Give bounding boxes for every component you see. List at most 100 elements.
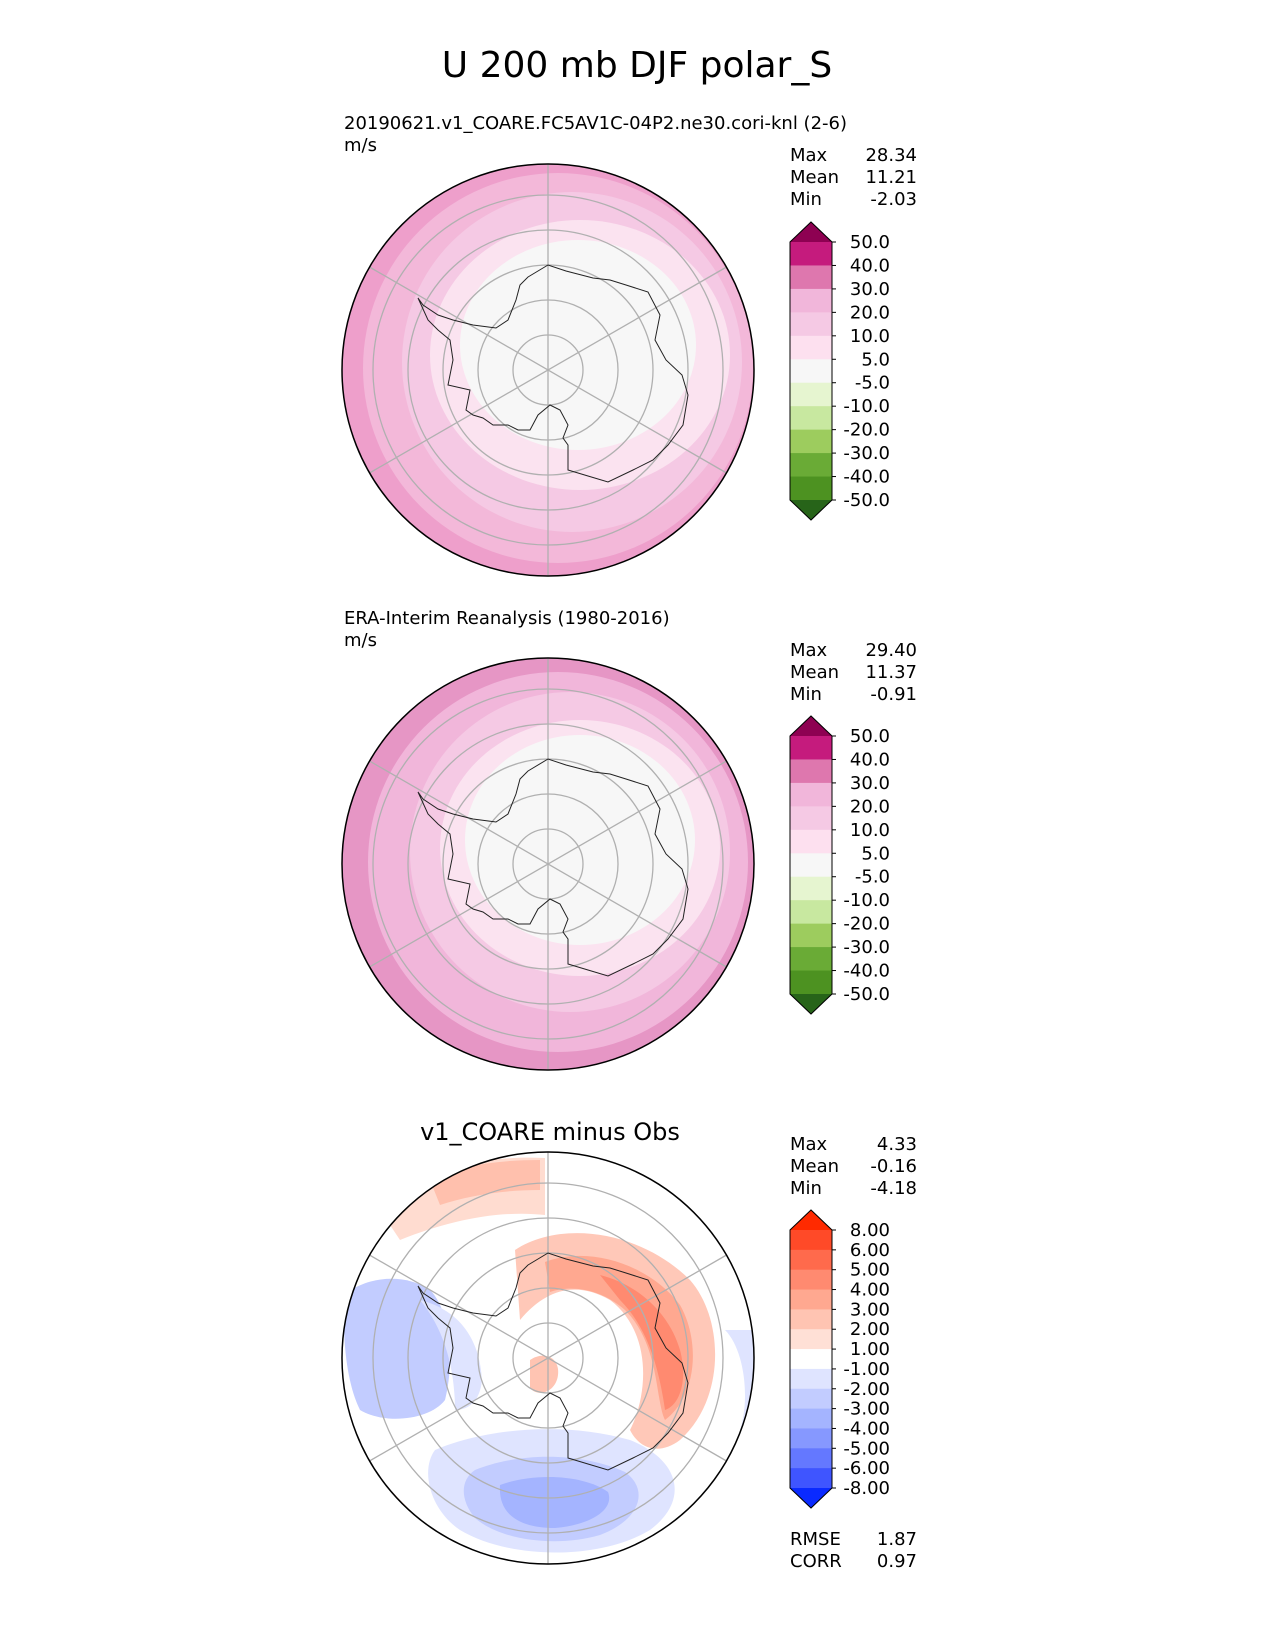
colorbar-tick-label: 3.00 bbox=[850, 1299, 890, 1320]
stat-value: -0.91 bbox=[870, 684, 917, 705]
colorbar-tick-label: -40.0 bbox=[843, 961, 890, 982]
colorbar-segment bbox=[790, 1309, 832, 1330]
grid-lines-2 bbox=[365, 658, 731, 1070]
colorbar-tick-label: 40.0 bbox=[850, 749, 890, 770]
colorbar-segment bbox=[790, 1249, 832, 1271]
stats-1: Max 28.34 Mean 11.21 Min -2.03 bbox=[790, 145, 917, 210]
colorbar-segment bbox=[790, 1468, 832, 1489]
panel-3-title: v1_COARE minus Obs bbox=[420, 1118, 680, 1146]
stats-3: Max 4.33 Mean -0.16 Min -4.18 bbox=[790, 1134, 917, 1199]
colorbar-segment bbox=[790, 359, 832, 384]
colorbar-segment bbox=[790, 1368, 832, 1390]
panel-2-units: m/s bbox=[344, 630, 377, 651]
metrics-3: RMSE 1.87 CORR 0.97 bbox=[790, 1529, 917, 1572]
stat-label: Min bbox=[790, 189, 822, 210]
map-border-3 bbox=[341, 1151, 755, 1565]
panel-1-title: 20190621.v1_COARE.FC5AV1C-04P2.ne30.cori… bbox=[344, 113, 847, 134]
stat-label: Max bbox=[790, 1134, 828, 1155]
colorbar-segment bbox=[790, 288, 832, 313]
polar-map-3 bbox=[342, 1152, 754, 1564]
colorbar-tick-label: -6.00 bbox=[843, 1458, 890, 1479]
polar-map-1 bbox=[342, 164, 754, 576]
colorbar-tick-label: 20.0 bbox=[850, 302, 890, 323]
colorbar-segment bbox=[790, 1289, 832, 1310]
stat-value: 11.37 bbox=[865, 662, 917, 683]
colorbar-segment bbox=[790, 382, 832, 407]
colorbar-segment bbox=[790, 1408, 832, 1430]
colorbar-segment bbox=[790, 265, 832, 290]
metric-value: 1.87 bbox=[877, 1529, 917, 1550]
colorbar-tick-label: -8.00 bbox=[843, 1478, 890, 1499]
colorbar-tick-label: -30.0 bbox=[843, 937, 890, 958]
anomaly-negative-south-core bbox=[499, 1476, 610, 1528]
colorbar-segment bbox=[790, 1448, 832, 1469]
colorbar-1: 50.040.0 30.020.0 10.05.0 -5.0-10.0 -20.0-30… bbox=[789, 221, 890, 521]
colorbar-segment bbox=[790, 970, 832, 995]
colorbar-tick-label: 50.0 bbox=[850, 232, 890, 253]
panel-difference: v1_COARE minus Obs bbox=[341, 1118, 917, 1572]
colorbar-tick-label: 10.0 bbox=[850, 326, 890, 347]
colorbar-segment bbox=[790, 876, 832, 901]
stat-label: Min bbox=[790, 684, 822, 705]
colorbar-tick-label: 2.00 bbox=[850, 1319, 890, 1340]
colorbar-segment bbox=[790, 900, 832, 925]
colorbar-segment bbox=[790, 853, 832, 878]
colorbar-tick-label: 5.00 bbox=[850, 1260, 890, 1281]
colorbar-tick-label: 50.0 bbox=[850, 726, 890, 747]
figure-title: U 200 mb DJF polar_S bbox=[442, 45, 832, 86]
grid-lines-1 bbox=[365, 164, 731, 576]
colorbar-tick-label: -2.00 bbox=[843, 1379, 890, 1400]
stat-value: 11.21 bbox=[865, 167, 917, 188]
anomaly-positive-arc-core bbox=[600, 1275, 684, 1410]
colorbar-tick-label: -50.0 bbox=[843, 984, 890, 1005]
colorbar-segment bbox=[790, 829, 832, 854]
colorbar-segment bbox=[790, 1388, 832, 1410]
stat-value: 29.40 bbox=[865, 640, 917, 661]
colorbar-segment bbox=[790, 406, 832, 431]
panel-1-units: m/s bbox=[344, 135, 377, 156]
band-polar-cap bbox=[465, 735, 695, 945]
grid-lines-3 bbox=[365, 1152, 731, 1564]
panel-reference-obs: ERA-Interim Reanalysis (1980-2016) m/s M… bbox=[341, 608, 917, 1071]
metric-label: CORR bbox=[790, 1551, 842, 1572]
colorbar-segment bbox=[790, 736, 832, 761]
colorbar-tick-label: 4.00 bbox=[850, 1280, 890, 1301]
colorbar-extend-max bbox=[790, 716, 832, 736]
stat-label: Mean bbox=[790, 1156, 839, 1177]
colorbar-2: 50.040.0 30.020.0 10.05.0 -5.0-10.0 -20.0-30… bbox=[789, 715, 890, 1015]
anomaly-positive-arc-mid bbox=[545, 1255, 693, 1420]
stat-value: -2.03 bbox=[870, 189, 917, 210]
colorbar-tick-label: 10.0 bbox=[850, 820, 890, 841]
panel-2-title: ERA-Interim Reanalysis (1980-2016) bbox=[344, 608, 670, 629]
colorbar-3: 8.006.005.004.003.002.001.00-1.00-2.00-3… bbox=[789, 1209, 890, 1509]
stats-2: Max 29.40 Mean 11.37 Min -0.91 bbox=[790, 640, 917, 705]
colorbar-tick-label: -10.0 bbox=[843, 890, 890, 911]
colorbar-tick-label: 1.00 bbox=[850, 1339, 890, 1360]
colorbar-tick-label: -40.0 bbox=[843, 467, 890, 488]
stat-label: Max bbox=[790, 145, 828, 166]
colorbar-extend-max bbox=[790, 222, 832, 242]
anomaly-negative-east bbox=[725, 1330, 754, 1430]
colorbar-tick-label: -5.00 bbox=[843, 1438, 890, 1459]
colorbar-segment bbox=[790, 1428, 832, 1449]
colorbar-tick-label: -20.0 bbox=[843, 914, 890, 935]
colorbar-tick-label: -1.00 bbox=[843, 1359, 890, 1380]
colorbar-tick-label: -30.0 bbox=[843, 443, 890, 464]
colorbar-segment bbox=[790, 429, 832, 454]
colorbar-tick-label: 5.0 bbox=[861, 843, 890, 864]
stat-label: Min bbox=[790, 1178, 822, 1199]
colorbar-tick-label: -10.0 bbox=[843, 396, 890, 417]
stat-value: -4.18 bbox=[870, 1178, 917, 1199]
polar-map-2 bbox=[342, 658, 754, 1070]
colorbar-tick-label: 30.0 bbox=[850, 773, 890, 794]
stat-label: Mean bbox=[790, 662, 839, 683]
colorbar-tick-label: 8.00 bbox=[850, 1220, 890, 1241]
colorbar-segment bbox=[790, 782, 832, 807]
colorbar-segment bbox=[790, 1349, 832, 1370]
anomaly-negative-west-outer bbox=[420, 1300, 482, 1410]
colorbar-tick-label: -5.0 bbox=[855, 867, 890, 888]
colorbar-segment bbox=[790, 759, 832, 784]
colorbar-tick-label: 30.0 bbox=[850, 279, 890, 300]
colorbar-segment bbox=[790, 806, 832, 831]
